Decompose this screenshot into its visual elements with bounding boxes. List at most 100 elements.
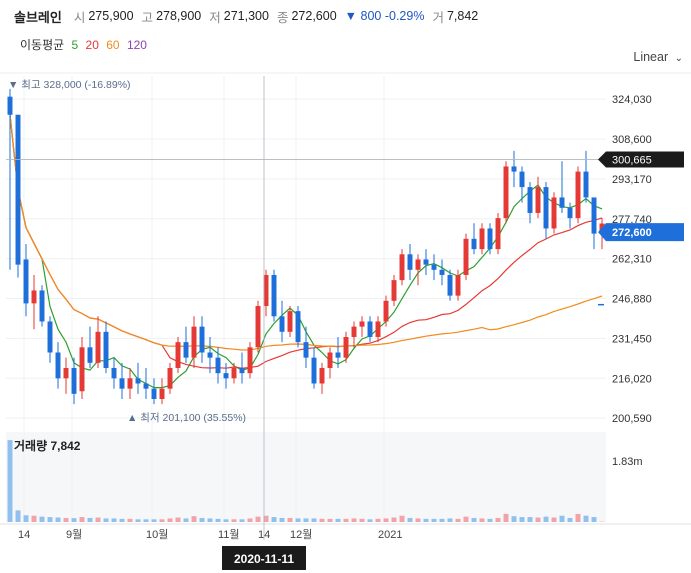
ma-title: 이동평균	[20, 38, 65, 52]
candle	[327, 347, 333, 379]
volume-bar	[159, 519, 165, 522]
candle	[167, 362, 173, 394]
y-tick-label: 324,030	[612, 94, 652, 106]
candle-body	[55, 352, 61, 379]
candle	[399, 249, 405, 286]
candle	[31, 274, 37, 330]
candle-body	[479, 228, 485, 250]
scale-select[interactable]: Linear ⌄	[633, 50, 683, 64]
candle-body	[455, 274, 461, 296]
candle-body	[567, 207, 573, 219]
candle-body	[311, 357, 317, 384]
volume-bar	[119, 518, 125, 522]
volume-bar	[527, 517, 533, 522]
candle	[423, 249, 429, 275]
candle	[71, 357, 77, 405]
low-value: 271,300	[223, 9, 269, 23]
candle	[255, 300, 261, 353]
volume-bar	[407, 517, 413, 522]
candle	[79, 336, 85, 399]
candle	[287, 305, 293, 337]
candle-body	[535, 187, 541, 213]
volume-bar	[111, 518, 117, 522]
candle-body	[583, 171, 589, 198]
volume-bar	[319, 518, 325, 522]
volume-bar	[519, 517, 525, 522]
candle	[351, 321, 357, 348]
candle	[487, 223, 493, 255]
candle-body	[543, 187, 549, 229]
candle	[39, 285, 45, 327]
candle	[127, 367, 133, 399]
candle-body	[39, 290, 45, 322]
volume-bar	[567, 517, 573, 522]
candle-body	[63, 367, 69, 379]
y-tick-label: 246,880	[612, 294, 652, 306]
volume-bar	[287, 517, 293, 522]
candle	[319, 362, 325, 394]
candle	[119, 362, 125, 399]
ma-5-label: 5	[71, 38, 79, 52]
candle	[239, 352, 245, 384]
y-tick-label: 293,170	[612, 174, 652, 186]
volume-bar	[191, 516, 197, 522]
candle-body	[47, 321, 53, 353]
candle	[559, 161, 565, 213]
volume-bar	[39, 516, 45, 522]
moving-average-legend[interactable]: 이동평균 5 20 60 120	[20, 36, 151, 53]
candle-body	[199, 326, 205, 353]
y-tick-label: 308,600	[612, 134, 652, 146]
crosshair-price-badge	[598, 151, 684, 168]
candle-body	[79, 347, 85, 392]
volume-bar	[239, 519, 245, 522]
volume-bar	[383, 518, 389, 522]
volume-bar	[351, 518, 357, 522]
candle-body	[431, 264, 437, 270]
candle	[495, 212, 501, 255]
candle	[503, 161, 509, 224]
candle-body	[415, 259, 421, 270]
volume-bar	[7, 440, 13, 522]
candle-body	[111, 367, 117, 379]
volume-bar	[503, 513, 509, 522]
volume-bar	[303, 518, 309, 522]
candle-body	[367, 321, 373, 337]
candle-body	[319, 367, 325, 384]
candle-body	[239, 367, 245, 374]
volume-bar	[207, 518, 213, 522]
ma-20-label: 20	[85, 38, 99, 52]
candle	[479, 223, 485, 255]
candle	[47, 316, 53, 363]
volume-bar	[23, 515, 29, 522]
candle	[303, 326, 309, 368]
volume-bar	[335, 518, 341, 522]
volume-bar	[391, 517, 397, 522]
stock-name: 솔브레인	[14, 9, 62, 25]
candle	[207, 336, 213, 374]
volume-bar	[255, 516, 261, 522]
candle-body	[247, 347, 253, 374]
candle-body	[263, 274, 269, 306]
volume-bar	[15, 510, 21, 522]
x-tick-label: 14	[18, 529, 30, 541]
max-price-label: ▼ 최고 328,000 (-16.89%)	[8, 79, 131, 91]
volume-bar	[495, 517, 501, 522]
candle-body	[487, 228, 493, 250]
volume-bar	[471, 517, 477, 522]
volume-bar	[343, 518, 349, 522]
volume-bar	[151, 519, 157, 522]
volume-bar	[47, 517, 53, 522]
candle-body	[15, 114, 21, 265]
volume-bar	[575, 513, 581, 522]
candle-body	[23, 259, 29, 304]
volume-bar	[175, 517, 181, 522]
candle-body	[551, 197, 557, 229]
candle	[23, 243, 29, 317]
candle	[519, 166, 525, 203]
volume-bar	[55, 517, 61, 522]
volume-bar	[95, 517, 101, 522]
volume-bar	[79, 517, 85, 522]
volume-bar	[423, 518, 429, 522]
close-value: 272,600	[291, 9, 337, 23]
